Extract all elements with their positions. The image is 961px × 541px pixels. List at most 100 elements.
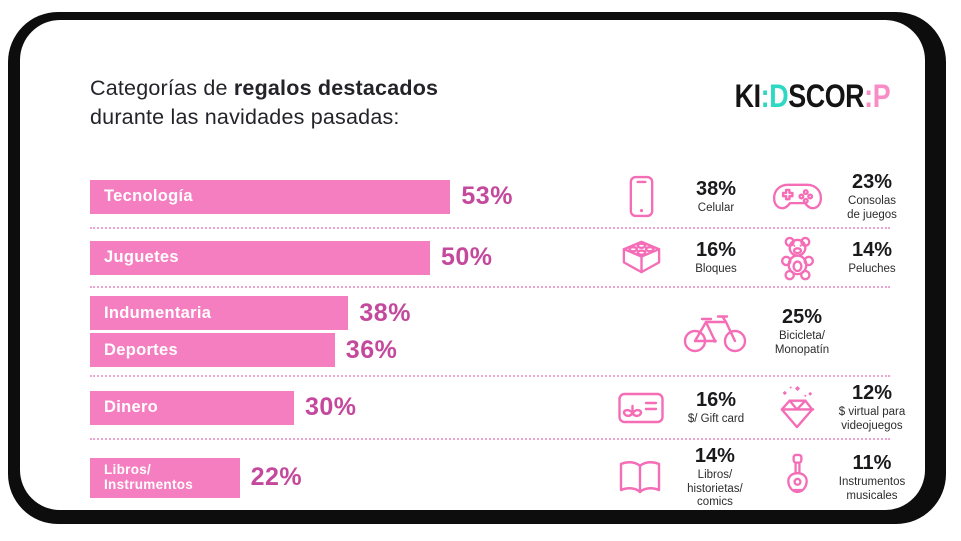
- details-column: 16% Bloques 14% Peluches: [560, 234, 916, 281]
- bars-column: Libros/ Instrumentos 22%: [90, 455, 560, 501]
- detail-text: 14% Peluches: [828, 239, 916, 277]
- category-group: Dinero 30% 16% $/ Gift card 12% $ virtual par…: [90, 379, 905, 436]
- open-book-icon: [610, 459, 670, 497]
- bars-column: Dinero 30%: [90, 388, 560, 428]
- detail-item: 23% Consolas de juegos: [766, 171, 916, 222]
- teddy-bear-icon: [766, 234, 828, 281]
- lego-brick-icon: [610, 236, 672, 279]
- header: Categorías de regalos destacados durante…: [90, 20, 890, 132]
- detail-label: Libros/ historietas/ comics: [687, 469, 743, 509]
- bar-label: Libros/ Instrumentos: [104, 462, 194, 492]
- category-group: Juguetes 50% 16% Bloques 14% Peluches: [90, 231, 896, 284]
- chart-area: Tecnología 53% 38% Celular 23% Consolas de ju…: [90, 168, 905, 513]
- bar-row: Juguetes 50%: [90, 240, 560, 275]
- card: Categorías de regalos destacados durante…: [20, 20, 925, 510]
- bar-label: Juguetes: [104, 248, 179, 266]
- category-bar: Tecnología: [90, 179, 451, 214]
- category-group: Tecnología 53% 38% Celular 23% Consolas de ju…: [90, 168, 897, 225]
- bar-percent: 53%: [461, 182, 513, 211]
- logo-segment: SCOR: [787, 78, 864, 114]
- detail-item: 14% Peluches: [766, 234, 916, 281]
- kidscorp-logo: KI:DSCOR:P: [734, 78, 890, 115]
- detail-label: Bicicleta/ Monopatín: [774, 330, 830, 356]
- logo-segment: :: [863, 78, 873, 114]
- category-bar: Libros/ Instrumentos: [90, 457, 240, 498]
- bar-percent: 30%: [305, 393, 357, 422]
- detail-percent: 14%: [694, 445, 735, 468]
- detail-item: 11% Instrumentos musicales: [766, 452, 916, 503]
- diamond-icon: [766, 384, 828, 431]
- detail-label: $ virtual para videojuegos: [838, 406, 906, 432]
- detail-text: 23% Consolas de juegos: [828, 171, 916, 222]
- category-group: Indumentaria 38% Deportes 36% 25% Bicicleta/ …: [90, 290, 890, 373]
- detail-label: Instrumentos musicales: [838, 476, 906, 502]
- bicycle-icon: [672, 309, 758, 355]
- detail-percent: 25%: [781, 306, 823, 329]
- bar-row: Deportes 36%: [90, 333, 560, 368]
- bar-percent: 22%: [250, 463, 303, 492]
- detail-percent: 23%: [851, 171, 893, 194]
- logo-segment: P: [872, 78, 890, 114]
- detail-item: 12% $ virtual para videojuegos: [766, 382, 916, 433]
- detail-percent: 11%: [852, 452, 892, 475]
- detail-text: 16% $/ Gift card: [672, 389, 760, 427]
- smartphone-icon: [610, 174, 672, 219]
- detail-item: 38% Celular: [610, 174, 760, 219]
- bar-percent: 38%: [359, 298, 411, 327]
- detail-label: $/ Gift card: [687, 412, 745, 425]
- gift-card-icon: [610, 389, 672, 427]
- category-bar: Juguetes: [90, 240, 430, 275]
- detail-item: 14% Libros/ historietas/ comics: [610, 445, 760, 510]
- dotted-separator: [90, 438, 890, 441]
- bars-column: Tecnología 53%: [90, 177, 560, 217]
- bar-label: Indumentaria: [104, 303, 212, 322]
- detail-percent: 16%: [695, 238, 737, 261]
- detail-item: 16% Bloques: [610, 236, 760, 279]
- category-bar: Deportes: [90, 333, 335, 368]
- detail-item: 16% $/ Gift card: [610, 389, 760, 427]
- detail-label: Consolas de juegos: [847, 195, 897, 221]
- detail-text: 14% Libros/ historietas/ comics: [670, 445, 760, 510]
- title-regular: Categorías de: [90, 76, 234, 100]
- detail-percent: 16%: [695, 388, 737, 411]
- detail-text: 25% Bicicleta/ Monopatín: [758, 306, 846, 357]
- dotted-separator: [90, 227, 890, 230]
- detail-percent: 12%: [851, 382, 893, 405]
- bar-label: Dinero: [104, 398, 159, 417]
- gamepad-icon: [766, 178, 828, 215]
- bar-row: Indumentaria 38%: [90, 296, 560, 331]
- title-bold: regalos destacados: [233, 76, 439, 100]
- details-column: 38% Celular 23% Consolas de juegos: [560, 171, 916, 222]
- detail-label: Peluches: [848, 262, 896, 275]
- detail-text: 12% $ virtual para videojuegos: [828, 382, 916, 433]
- bar-percent: 36%: [345, 335, 398, 364]
- detail-percent: 38%: [695, 177, 737, 200]
- logo-segment: :: [760, 78, 769, 114]
- detail-label: Celular: [697, 201, 735, 214]
- detail-text: 16% Bloques: [672, 239, 760, 277]
- bar-row: Dinero 30%: [90, 390, 560, 425]
- details-column: 25% Bicicleta/ Monopatín: [560, 306, 890, 357]
- bars-column: Indumentaria 38% Deportes 36%: [90, 293, 560, 370]
- bar-percent: 50%: [441, 243, 493, 272]
- detail-label: Bloques: [695, 262, 737, 275]
- logo-segment: KI: [734, 78, 761, 114]
- details-column: 14% Libros/ historietas/ comics 11% Instrum…: [560, 445, 916, 510]
- page-title: Categorías de regalos destacados durante…: [90, 74, 438, 132]
- bars-column: Juguetes 50%: [90, 238, 560, 278]
- category-group: Libros/ Instrumentos 22% 14% Libros/ histor…: [90, 442, 905, 513]
- dotted-separator: [90, 375, 890, 378]
- logo-segment: D: [768, 78, 788, 114]
- details-column: 16% $/ Gift card 12% $ virtual para videoju…: [560, 382, 916, 433]
- bar-row: Libros/ Instrumentos 22%: [90, 457, 560, 498]
- dotted-separator: [90, 286, 890, 289]
- detail-text: 38% Celular: [672, 178, 760, 216]
- bar-label: Deportes: [104, 340, 178, 359]
- detail-percent: 14%: [851, 238, 893, 261]
- bar-label: Tecnología: [104, 186, 193, 205]
- guitar-icon: [766, 453, 828, 503]
- bar-row: Tecnología 53%: [90, 179, 560, 214]
- detail-text: 11% Instrumentos musicales: [828, 452, 916, 503]
- detail-item: 25% Bicicleta/ Monopatín: [672, 306, 846, 357]
